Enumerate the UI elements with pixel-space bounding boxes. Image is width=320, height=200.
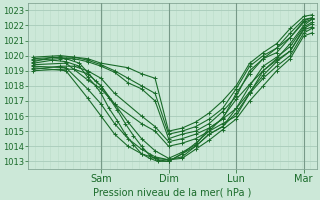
X-axis label: Pression niveau de la mer( hPa ): Pression niveau de la mer( hPa ) (93, 187, 252, 197)
